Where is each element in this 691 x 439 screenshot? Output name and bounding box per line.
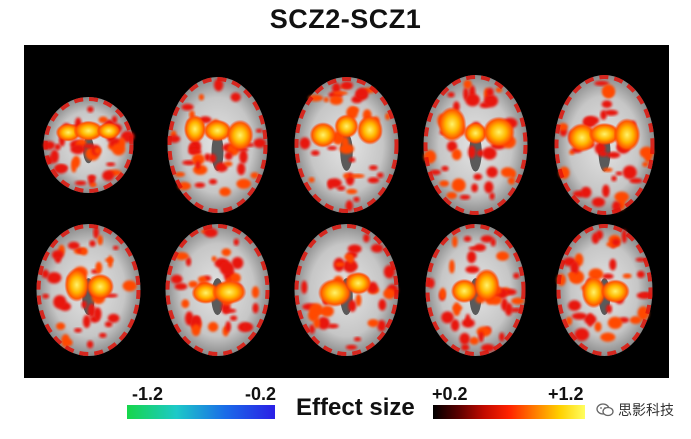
brain-slice-1-5 — [554, 75, 655, 215]
brain-slices-svg — [36, 75, 655, 356]
brain-slice-1-1 — [43, 97, 135, 193]
pos-min-label: +0.2 — [432, 384, 468, 404]
colorbar-label: Effect size — [296, 394, 415, 421]
figure-title: SCZ2-SCZ1 — [269, 4, 422, 34]
neg-max-label: -0.2 — [245, 384, 277, 404]
brain-slice-2-1 — [36, 224, 141, 356]
watermark: 思影科技 — [596, 398, 686, 422]
brain-slice-2-2 — [165, 224, 270, 356]
negative-colorbar — [127, 405, 275, 419]
positive-colorbar — [433, 405, 585, 419]
brain-slice-1-3 — [294, 77, 399, 213]
pos-max-label: +1.2 — [548, 384, 584, 404]
brain-slice-2-5 — [556, 224, 653, 356]
brain-slice-panel — [24, 45, 669, 378]
neg-min-label: -1.2 — [132, 384, 164, 404]
brain-slice-2-3 — [294, 224, 399, 356]
brain-slice-1-4 — [423, 75, 528, 215]
watermark-text: 思影科技 — [618, 403, 674, 419]
wechat-icon — [596, 403, 614, 417]
brain-slice-1-2 — [167, 77, 268, 213]
brain-slice-2-4 — [425, 224, 526, 356]
